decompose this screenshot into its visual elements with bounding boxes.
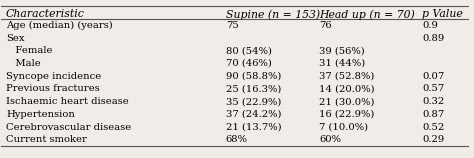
Text: Hypertension: Hypertension	[6, 110, 75, 119]
Text: 21 (30.0%): 21 (30.0%)	[319, 97, 374, 106]
Text: Sex: Sex	[6, 33, 25, 43]
Text: 68%: 68%	[226, 135, 247, 144]
Text: Current smoker: Current smoker	[6, 135, 87, 144]
Text: Previous fractures: Previous fractures	[6, 84, 100, 93]
Text: 37 (24.2%): 37 (24.2%)	[226, 110, 281, 119]
Text: 35 (22.9%): 35 (22.9%)	[226, 97, 281, 106]
Text: 25 (16.3%): 25 (16.3%)	[226, 84, 281, 93]
Text: 7 (10.0%): 7 (10.0%)	[319, 123, 368, 132]
Text: Supine (n = 153): Supine (n = 153)	[226, 9, 320, 20]
Text: 0.32: 0.32	[422, 97, 444, 106]
Text: Cerebrovascular disease: Cerebrovascular disease	[6, 123, 131, 132]
Text: Age (median) (years): Age (median) (years)	[6, 21, 113, 30]
Text: 14 (20.0%): 14 (20.0%)	[319, 84, 375, 93]
Text: 76: 76	[319, 21, 332, 30]
Text: Ischaemic heart disease: Ischaemic heart disease	[6, 97, 129, 106]
Text: Male: Male	[6, 59, 41, 68]
Text: 31 (44%): 31 (44%)	[319, 59, 365, 68]
Text: 70 (46%): 70 (46%)	[226, 59, 272, 68]
Text: 75: 75	[226, 21, 238, 30]
Text: 39 (56%): 39 (56%)	[319, 46, 365, 55]
Text: 0.07: 0.07	[422, 72, 444, 81]
Text: Female: Female	[6, 46, 53, 55]
Text: Characteristic: Characteristic	[6, 9, 85, 19]
Text: p Value: p Value	[422, 9, 463, 19]
Text: 21 (13.7%): 21 (13.7%)	[226, 123, 281, 132]
Text: 16 (22.9%): 16 (22.9%)	[319, 110, 374, 119]
Text: 0.9: 0.9	[422, 21, 438, 30]
Text: 0.89: 0.89	[422, 33, 444, 43]
Text: Head up (n = 70): Head up (n = 70)	[319, 9, 415, 20]
Text: 0.52: 0.52	[422, 123, 444, 132]
Text: 60%: 60%	[319, 135, 341, 144]
Text: 80 (54%): 80 (54%)	[226, 46, 272, 55]
Text: Syncope incidence: Syncope incidence	[6, 72, 101, 81]
Text: 0.57: 0.57	[422, 84, 444, 93]
Text: 0.87: 0.87	[422, 110, 444, 119]
Text: 90 (58.8%): 90 (58.8%)	[226, 72, 281, 81]
Text: 0.29: 0.29	[422, 135, 444, 144]
Text: 37 (52.8%): 37 (52.8%)	[319, 72, 374, 81]
